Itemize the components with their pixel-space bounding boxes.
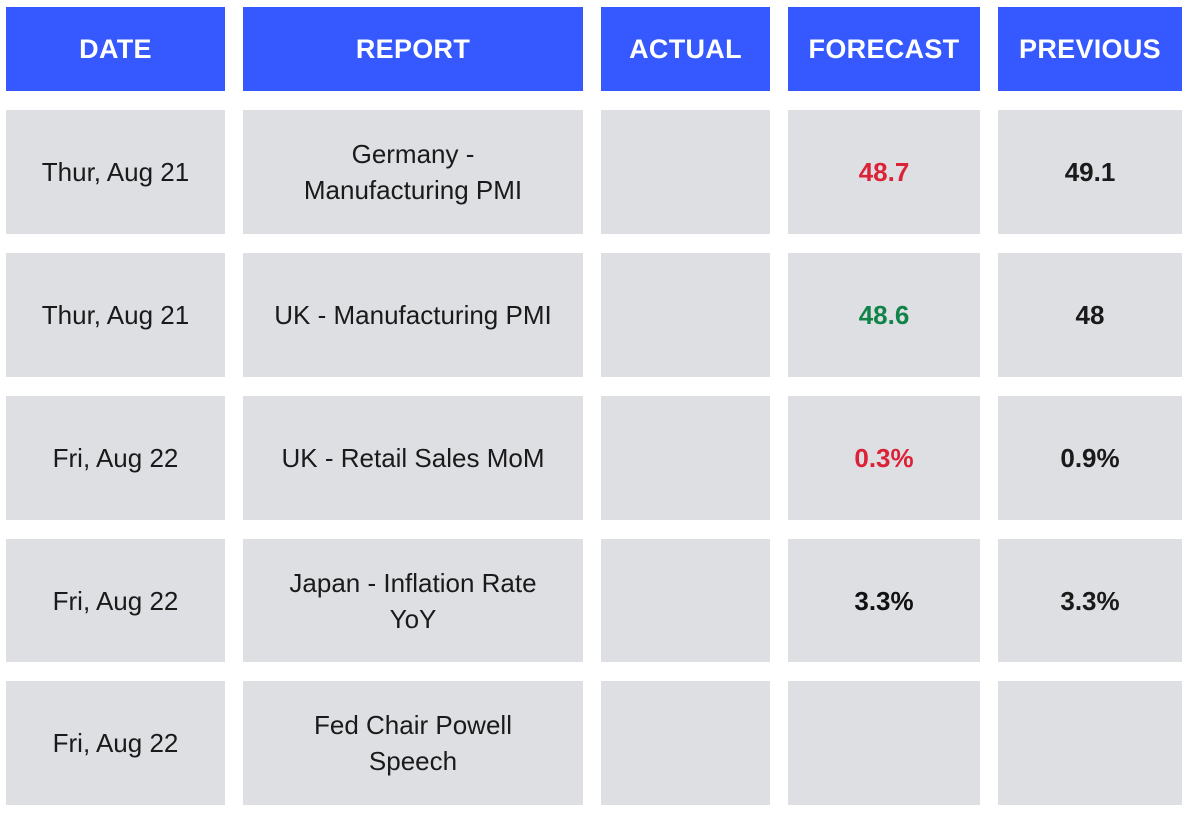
row-3-report-line1: UK - Retail Sales MoM [281, 443, 545, 473]
row-1-report-line1: Germany - [351, 139, 475, 169]
row-4-report-line2: YoY [389, 603, 437, 634]
row-1-forecast: 48.7 [788, 110, 980, 234]
row-4-actual [601, 539, 770, 662]
row-1-actual [601, 110, 770, 234]
row-3-report: UK - Retail Sales MoM [243, 396, 583, 520]
row-3-forecast: 0.3% [788, 396, 980, 520]
header-actual: ACTUAL [601, 7, 770, 91]
row-4-forecast: 3.3% [788, 539, 980, 662]
row-1-date: Thur, Aug 21 [6, 110, 225, 234]
row-1-report-line2: Manufacturing PMI [303, 175, 523, 205]
row-1-previous: 49.1 [998, 110, 1182, 234]
header-previous: PREVIOUS [998, 7, 1182, 91]
row-5-report-line1: Fed Chair Powell [314, 710, 512, 740]
row-4-report: Japan - Inflation Rate YoY [243, 539, 583, 662]
row-5-previous [998, 681, 1182, 805]
row-2-date: Thur, Aug 21 [6, 253, 225, 377]
row-2-actual [601, 253, 770, 377]
row-5-actual [601, 681, 770, 805]
row-5-date: Fri, Aug 22 [6, 681, 225, 805]
row-4-date: Fri, Aug 22 [6, 539, 225, 662]
row-3-date: Fri, Aug 22 [6, 396, 225, 520]
header-forecast: FORECAST [788, 7, 980, 91]
row-3-actual [601, 396, 770, 520]
header-date: DATE [6, 7, 225, 91]
row-2-previous: 48 [998, 253, 1182, 377]
row-5-report-line2: Speech [368, 746, 458, 776]
row-4-report-line1: Japan - Inflation Rate [289, 567, 537, 598]
row-5-report: Fed Chair Powell Speech [243, 681, 583, 805]
row-1-report: Germany - Manufacturing PMI [243, 110, 583, 234]
row-2-forecast: 48.6 [788, 253, 980, 377]
row-2-report: UK - Manufacturing PMI [243, 253, 583, 377]
row-3-previous: 0.9% [998, 396, 1182, 520]
row-4-previous: 3.3% [998, 539, 1182, 662]
row-5-forecast [788, 681, 980, 805]
row-2-report-line1: UK - Manufacturing PMI [274, 300, 552, 330]
header-report: REPORT [243, 7, 583, 91]
